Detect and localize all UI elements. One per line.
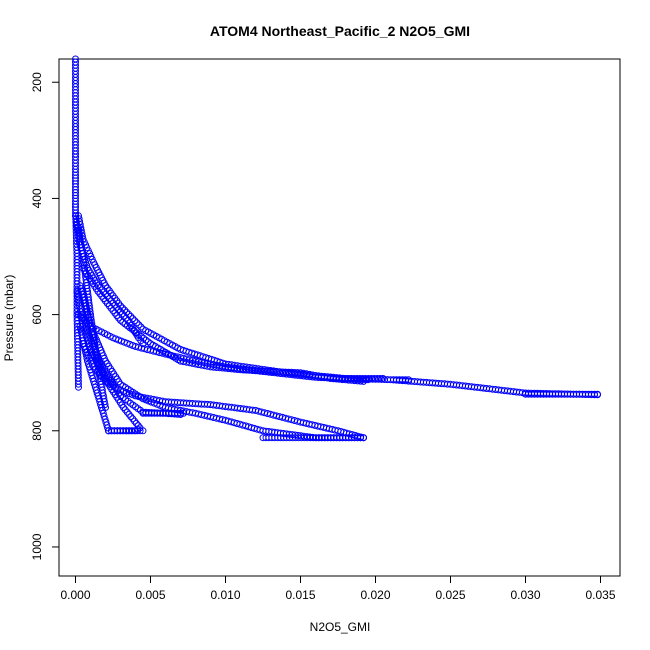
data-point	[75, 383, 82, 391]
x-tick-label: 0.010	[210, 588, 240, 602]
data-point	[137, 323, 145, 331]
plot-frame	[58, 58, 621, 577]
x-tick-label: 0.035	[585, 588, 615, 602]
x-axis: 0.000 0.005 0.010 0.015 0.020 0.025 0.030 0.035	[60, 576, 616, 602]
x-tick-label: 0.020	[360, 588, 390, 602]
data-points	[72, 55, 601, 442]
y-tick-label: 600	[30, 304, 44, 324]
data-point	[121, 406, 129, 414]
data-point	[136, 427, 144, 435]
data-point	[123, 408, 131, 416]
data-point	[120, 312, 128, 320]
y-axis-label: Pressure (mbar)	[2, 275, 16, 362]
x-axis-label: N2O5_GMI	[310, 620, 371, 634]
data-point	[96, 284, 104, 292]
data-point	[111, 301, 119, 309]
chart-title: ATOM4 Northeast_Pacific_2 N2O5_GMI	[210, 23, 470, 39]
data-point	[98, 286, 106, 294]
data-point	[94, 282, 102, 290]
data-point	[402, 376, 409, 384]
data-point	[139, 427, 147, 435]
y-tick-label: 400	[30, 188, 44, 208]
data-point	[405, 376, 412, 384]
data-point	[129, 315, 137, 323]
y-axis: 200 400 600 800 1000	[30, 72, 59, 560]
data-point	[101, 371, 109, 379]
data-point	[131, 417, 138, 425]
data-point	[357, 434, 364, 442]
data-point	[122, 314, 130, 322]
y-tick-label: 1000	[30, 533, 44, 560]
data-point	[133, 319, 141, 327]
x-tick-label: 0.030	[510, 588, 540, 602]
data-point	[99, 369, 106, 377]
data-point	[177, 409, 185, 417]
data-point	[135, 321, 143, 329]
data-point	[100, 288, 108, 296]
data-point	[376, 375, 384, 382]
data-point	[120, 404, 127, 411]
data-point	[379, 375, 387, 382]
x-tick-label: 0.000	[60, 588, 90, 602]
data-point	[107, 378, 115, 386]
data-point	[109, 380, 117, 388]
data-point	[105, 295, 113, 303]
data-point	[107, 297, 115, 305]
data-point	[125, 410, 133, 418]
data-point	[591, 390, 598, 398]
data-point	[360, 434, 367, 442]
data-point	[594, 390, 601, 398]
x-tick-label: 0.005	[135, 588, 165, 602]
data-point	[127, 413, 135, 421]
data-point	[103, 292, 111, 300]
data-point	[101, 401, 109, 409]
x-tick-label: 0.015	[285, 588, 315, 602]
x-tick-label: 0.025	[435, 588, 465, 602]
y-tick-label: 200	[30, 72, 44, 92]
data-point	[180, 409, 187, 417]
data-point	[115, 306, 123, 313]
y-tick-label: 800	[30, 420, 44, 440]
data-point	[113, 303, 121, 311]
data-point	[105, 376, 113, 384]
data-point	[139, 340, 147, 348]
data-point	[102, 290, 109, 298]
data-point	[102, 404, 109, 411]
data-point	[118, 310, 126, 318]
data-point	[129, 415, 137, 423]
data-point	[117, 308, 124, 316]
data-point	[74, 380, 82, 388]
data-point	[109, 299, 117, 307]
